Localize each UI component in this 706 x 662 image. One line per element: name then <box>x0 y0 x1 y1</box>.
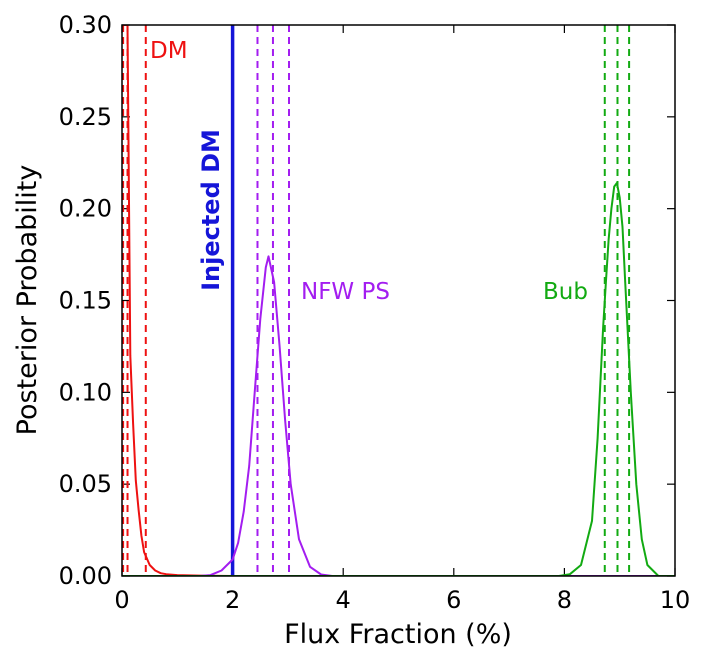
injected-dm-label: Injected DM <box>197 129 225 291</box>
y-tick-label: 0.25 <box>59 103 112 131</box>
x-tick-label: 0 <box>114 586 129 614</box>
y-tick-label: 0.30 <box>59 11 112 39</box>
y-tick-label: 0.20 <box>59 195 112 223</box>
tick-labels: 0 2 4 6 8 10 0.00 0.05 0.10 0.15 0.20 0.25 0.30 <box>59 11 691 614</box>
plot-frame <box>121 24 676 577</box>
x-tick-label: 4 <box>336 586 351 614</box>
y-tick-label: 0.10 <box>59 378 112 406</box>
x-tick-label: 2 <box>225 586 240 614</box>
y-tick-label: 0.05 <box>59 470 112 498</box>
dm-curve <box>122 25 675 576</box>
bub-curve <box>122 182 675 576</box>
x-tick-label: 6 <box>446 586 461 614</box>
posterior-curves <box>122 25 675 576</box>
dm-label: DM <box>150 38 188 64</box>
x-tick-label: 8 <box>557 586 572 614</box>
nfw-ps-label: NFW PS <box>301 279 390 305</box>
bub-label: Bub <box>543 279 588 305</box>
y-tick-label: 0.00 <box>59 562 112 590</box>
nfw-ps-curve <box>122 255 675 576</box>
axis-ticks <box>121 24 676 577</box>
quantile-lines <box>122 25 631 576</box>
x-tick-label: 10 <box>660 586 691 614</box>
y-tick-label: 0.15 <box>59 287 112 315</box>
x-axis-label: Flux Fraction (%) <box>284 619 512 650</box>
y-axis-label: Posterior Probability <box>12 165 43 436</box>
